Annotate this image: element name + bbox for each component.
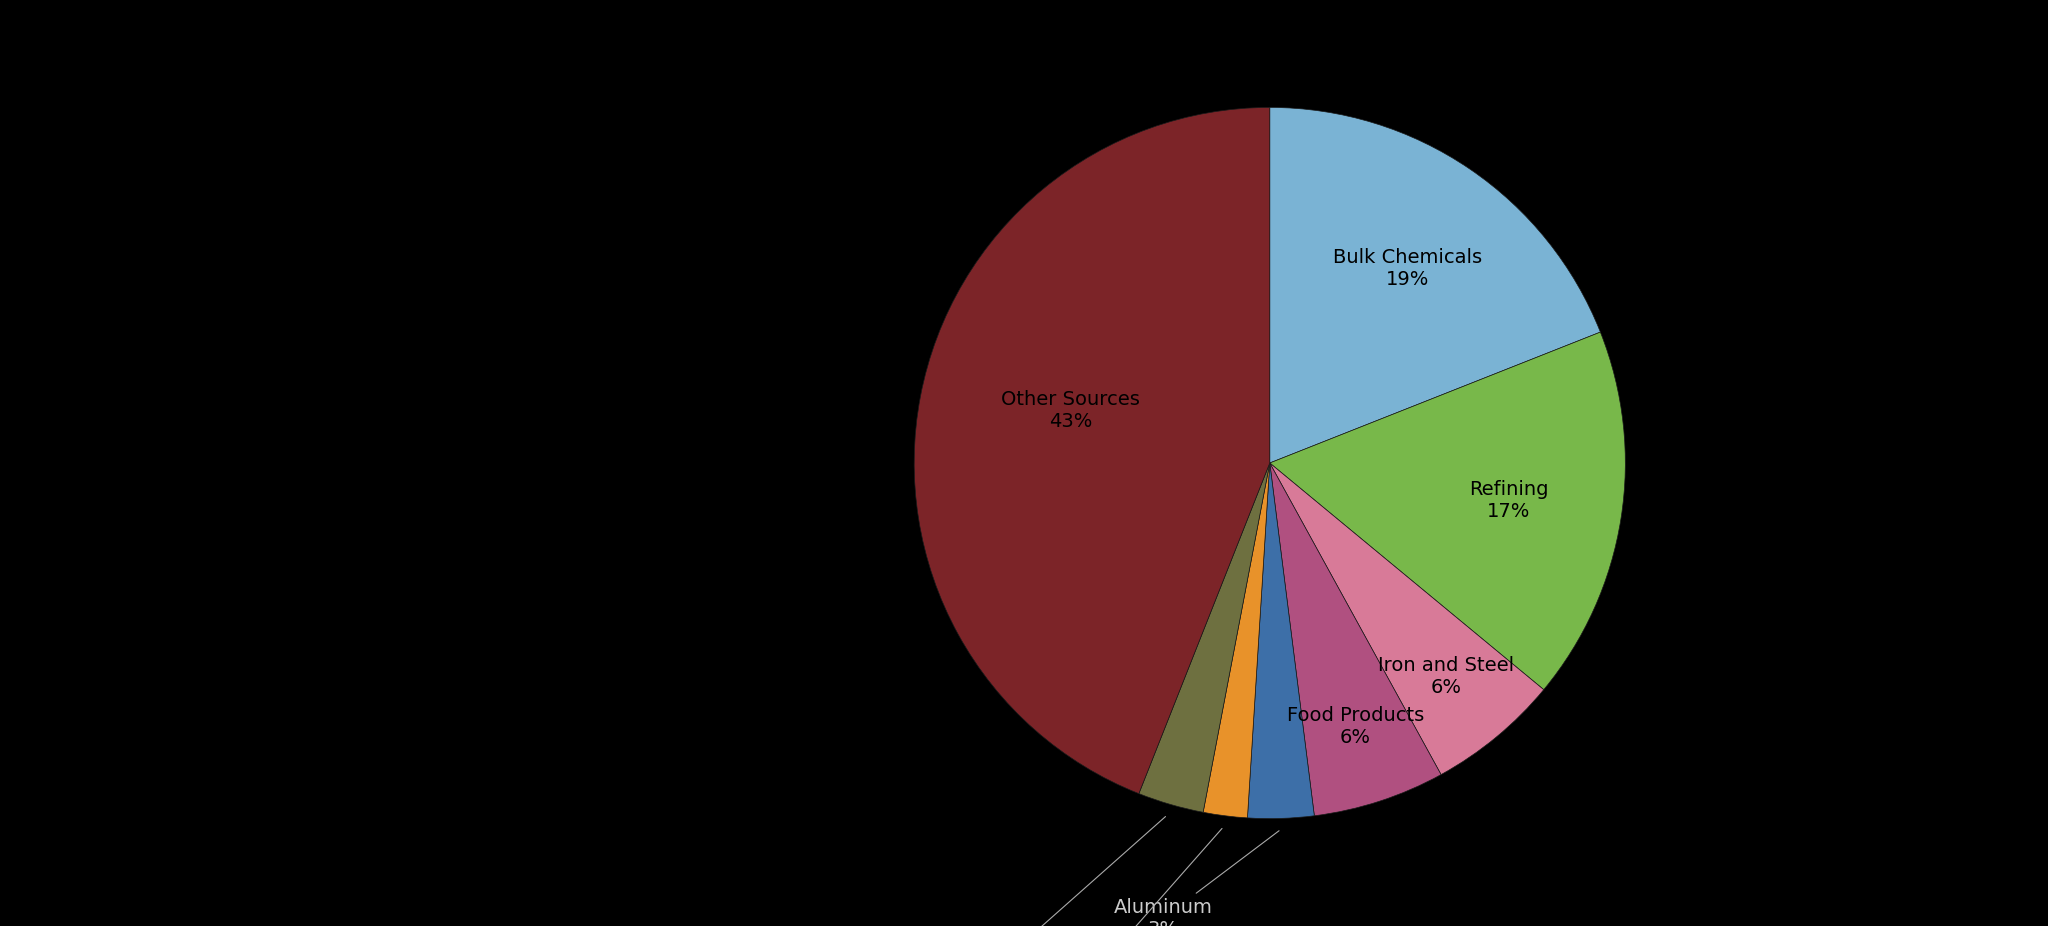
Text: Aluminum
3%: Aluminum 3% — [1114, 831, 1280, 926]
Wedge shape — [1139, 463, 1270, 812]
Wedge shape — [1247, 463, 1315, 819]
Wedge shape — [1270, 107, 1599, 463]
Wedge shape — [1270, 332, 1626, 690]
Wedge shape — [1270, 463, 1442, 816]
Wedge shape — [1270, 463, 1544, 775]
Text: Glass
2%: Glass 2% — [1049, 829, 1223, 926]
Text: Cement
3%: Cement 3% — [905, 817, 1165, 926]
Wedge shape — [1202, 463, 1270, 818]
Text: Other Sources
43%: Other Sources 43% — [1001, 390, 1141, 432]
Text: Food Products
6%: Food Products 6% — [1286, 707, 1423, 747]
Text: Refining
17%: Refining 17% — [1468, 481, 1548, 521]
Text: Bulk Chemicals
19%: Bulk Chemicals 19% — [1333, 248, 1483, 289]
Text: Iron and Steel
6%: Iron and Steel 6% — [1378, 657, 1516, 697]
Wedge shape — [913, 107, 1270, 794]
